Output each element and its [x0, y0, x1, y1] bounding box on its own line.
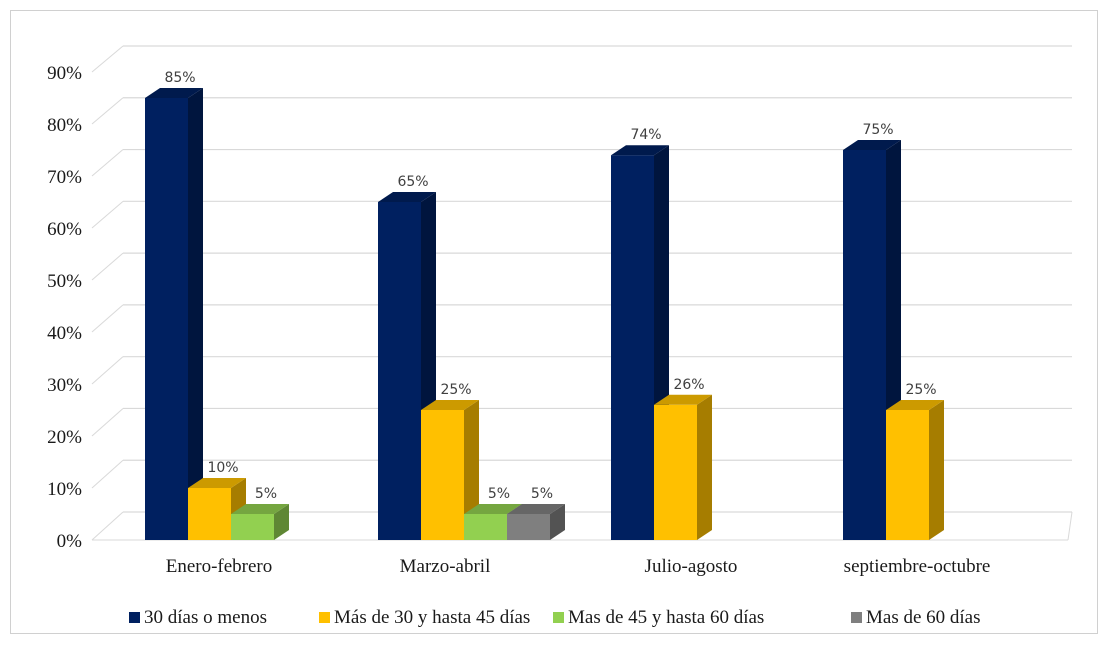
bar-front — [843, 150, 886, 540]
legend-label: 30 días o menos — [144, 607, 267, 628]
legend-label: Mas de 45 y hasta 60 días — [568, 607, 764, 628]
data-label: 5% — [531, 486, 553, 502]
bar-top — [654, 394, 712, 405]
data-label: 25% — [440, 382, 471, 398]
y-tick-label: 10% — [47, 479, 82, 500]
bar-top — [231, 504, 289, 514]
gridline-left-wall — [91, 459, 124, 489]
data-label: 74% — [630, 127, 661, 143]
y-tick-label: 20% — [47, 427, 82, 448]
bar-front — [188, 488, 231, 540]
gridline-left-wall — [91, 356, 124, 385]
bar-side — [550, 504, 565, 540]
y-tick-label: 70% — [47, 167, 82, 188]
y-tick-label: 90% — [47, 63, 82, 84]
x-tick-label: septiembre-octubre — [844, 556, 991, 577]
legend-swatch — [851, 612, 862, 623]
bar-top — [421, 400, 479, 410]
gridline-left-wall — [91, 45, 124, 73]
data-label: 5% — [488, 486, 510, 502]
x-tick-label: Julio-agosto — [645, 556, 738, 577]
legend-label: Mas de 60 días — [866, 607, 981, 628]
y-tick-label: 40% — [47, 323, 82, 344]
bar-side — [188, 88, 203, 540]
legend-swatch — [319, 612, 330, 623]
bar-top — [611, 145, 669, 156]
legend-label: Más de 30 y hasta 45 días — [334, 607, 530, 628]
bar-top — [843, 140, 901, 150]
bar-side — [929, 400, 944, 540]
data-label: 75% — [862, 122, 893, 138]
y-tick-label: 50% — [47, 271, 82, 292]
gridline-left-wall — [91, 200, 124, 229]
bar-front — [378, 202, 421, 540]
bar-side — [464, 400, 479, 540]
gridline-left-wall — [91, 252, 124, 281]
y-tick-label: 60% — [47, 219, 82, 240]
bar-front — [611, 155, 654, 540]
bar-top — [145, 88, 203, 98]
data-label: 65% — [397, 174, 428, 190]
data-label: 5% — [255, 486, 277, 502]
bar-top — [464, 504, 522, 514]
gridline-left-wall — [91, 511, 124, 541]
bar-side — [274, 504, 289, 540]
bar-top — [188, 478, 246, 488]
bar-front — [886, 410, 929, 540]
legend-swatch — [553, 612, 564, 623]
data-label: 85% — [164, 70, 195, 86]
bar-top — [507, 504, 565, 514]
data-label: 10% — [207, 460, 238, 476]
floor-right-edge — [1067, 511, 1073, 541]
y-tick-label: 30% — [47, 375, 82, 396]
bar-top — [886, 400, 944, 410]
data-label: 25% — [905, 382, 936, 398]
y-tick-label: 0% — [57, 531, 83, 552]
bar-front — [421, 410, 464, 540]
bar-front — [654, 404, 697, 540]
gridline-left-wall — [91, 97, 124, 125]
bar-front — [507, 514, 550, 540]
x-tick-label: Marzo-abril — [400, 556, 491, 577]
data-label: 26% — [673, 377, 704, 393]
bar-side — [697, 394, 712, 540]
gridline-left-wall — [91, 304, 124, 333]
bar-front — [464, 514, 507, 540]
bar-top — [378, 192, 436, 202]
gridline-left-wall — [91, 149, 124, 177]
y-tick-label: 80% — [47, 115, 82, 136]
bar-front — [145, 98, 188, 540]
legend-swatch — [129, 612, 140, 623]
gridline-left-wall — [91, 408, 124, 437]
bar-front — [231, 514, 274, 540]
x-tick-label: Enero-febrero — [166, 556, 273, 577]
